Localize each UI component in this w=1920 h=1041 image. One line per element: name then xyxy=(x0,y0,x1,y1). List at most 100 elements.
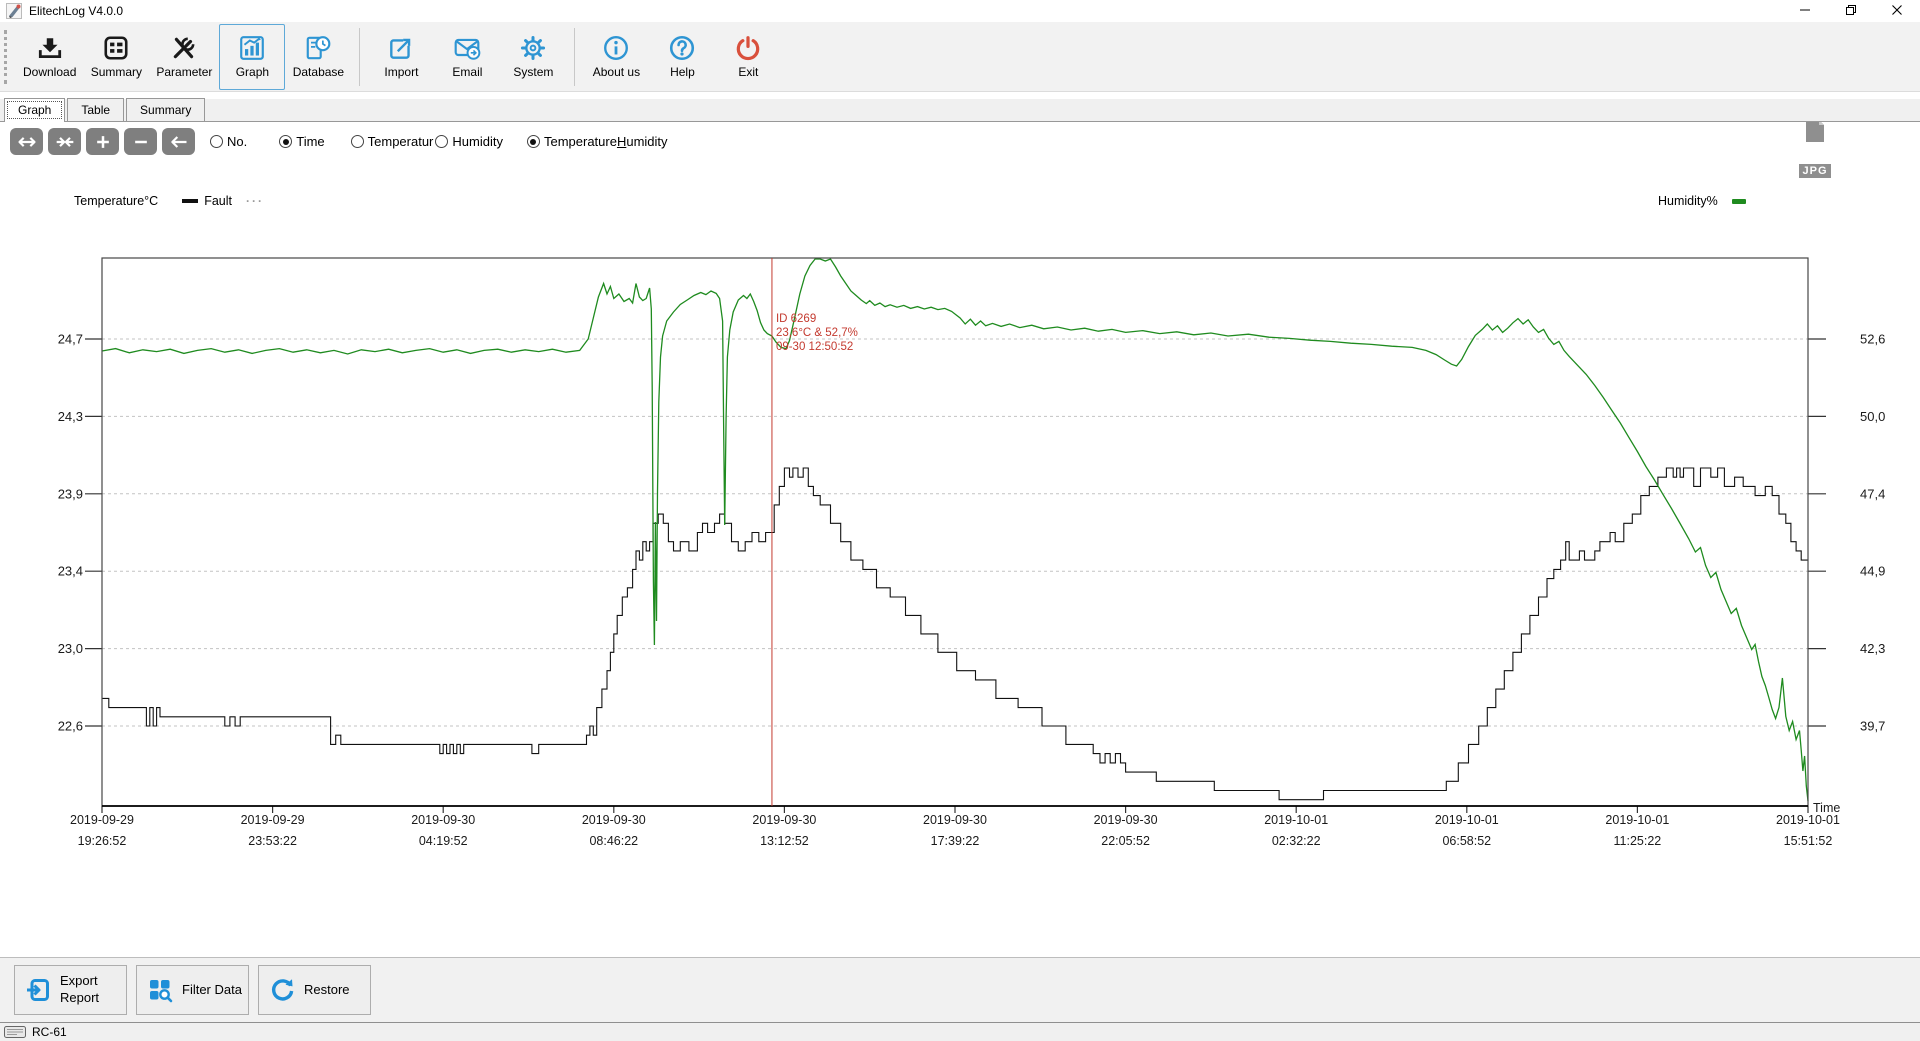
jpg-label: JPG xyxy=(1799,164,1830,178)
close-button[interactable] xyxy=(1874,0,1920,22)
app-logo-icon xyxy=(6,3,22,19)
zoom-horizontal-compress-button[interactable] xyxy=(48,128,81,155)
download-icon xyxy=(36,34,64,62)
arrow-left-icon xyxy=(169,132,189,152)
window-controls xyxy=(1782,0,1920,22)
graph-icon xyxy=(238,34,266,62)
toolbar-item-label: Email xyxy=(452,65,482,79)
legend-temperature-label: Temperature°C xyxy=(74,194,158,208)
toolbar-separator xyxy=(359,28,360,86)
toolbar-separator xyxy=(574,28,575,86)
radio-humidity[interactable]: Humidity xyxy=(435,134,503,149)
radio-temperature[interactable]: Temperatur xyxy=(351,134,434,149)
tab-table[interactable]: Table xyxy=(67,98,124,121)
radio-circle-icon xyxy=(351,135,364,148)
toolbar-item-label: Summary xyxy=(91,65,142,79)
export-report-button[interactable]: Export Report xyxy=(14,965,127,1015)
h-expand-icon xyxy=(17,132,37,152)
import-icon xyxy=(387,34,415,62)
radio-label: Temperatur xyxy=(368,134,434,149)
database-icon xyxy=(304,34,332,62)
legend-humidity-label: Humidity% xyxy=(1658,194,1718,208)
radio-temperature-humidity[interactable]: Temperature Humidity xyxy=(527,134,668,149)
pan-left-button[interactable] xyxy=(162,128,195,155)
radio-circle-icon xyxy=(527,135,540,148)
toolbar-item-exit[interactable]: Exit xyxy=(715,24,781,90)
chart-controls-row: No. Time Temperatur Humidity Temperature Humi… xyxy=(10,128,668,155)
legend-humidity: Humidity% xyxy=(1658,194,1746,208)
toolbar-item-label: Import xyxy=(384,65,418,79)
toolbar-item-label: Help xyxy=(670,65,695,79)
minimize-button[interactable] xyxy=(1782,0,1828,22)
close-icon xyxy=(1891,4,1903,19)
toolbar-item-import[interactable]: Import xyxy=(368,24,434,90)
tab-graph[interactable]: Graph xyxy=(4,98,65,122)
filter-data-button[interactable]: Filter Data xyxy=(136,965,249,1015)
plus-icon xyxy=(93,132,113,152)
radio-time[interactable]: Time xyxy=(279,134,324,149)
tab-summary[interactable]: Summary xyxy=(126,98,205,121)
toolbar-item-database[interactable]: Database xyxy=(285,24,351,90)
zoom-horizontal-expand-button[interactable] xyxy=(10,128,43,155)
legend-temperature: Temperature°C Fault ··· xyxy=(74,194,264,208)
footer-button-label: Restore xyxy=(304,982,350,999)
radio-label: H xyxy=(617,134,626,149)
export-jpg-button[interactable]: JPG xyxy=(1794,119,1836,179)
restore-window-icon xyxy=(1845,4,1857,19)
export-report-icon xyxy=(25,977,51,1003)
exit-icon xyxy=(734,34,762,62)
parameter-icon xyxy=(170,34,198,62)
toolbar-drag-handle[interactable] xyxy=(4,30,7,84)
radio-label: Temperature xyxy=(544,134,617,149)
toolbar-item-summary[interactable]: Summary xyxy=(83,24,149,90)
fault-line-swatch xyxy=(182,199,198,203)
toolbar-item-label: Graph xyxy=(236,65,269,79)
restore-button[interactable]: Restore xyxy=(258,965,371,1015)
radio-label: umidity xyxy=(626,134,667,149)
zoom-in-button[interactable] xyxy=(86,128,119,155)
toolbar-item-help[interactable]: Help xyxy=(649,24,715,90)
radio-circle-icon xyxy=(210,135,223,148)
help-icon xyxy=(668,34,696,62)
window-title: ElitechLog V4.0.0 xyxy=(29,0,123,22)
summary-icon xyxy=(102,34,130,62)
restore-window-button[interactable] xyxy=(1828,0,1874,22)
email-icon xyxy=(453,34,481,62)
toolbar-item-label: Parameter xyxy=(156,65,212,79)
toolbar-item-label: Exit xyxy=(738,65,758,79)
toolbar-item-label: Database xyxy=(293,65,344,79)
toolbar-item-email[interactable]: Email xyxy=(434,24,500,90)
legend-more-icon[interactable]: ··· xyxy=(246,194,264,208)
radio-label: Humidity xyxy=(452,134,503,149)
footer-button-label: Filter Data xyxy=(182,982,242,999)
radio-circle-icon xyxy=(435,135,448,148)
footer-bar: Export Report Filter Data Restore xyxy=(0,957,1920,1022)
toolbar-item-label: About us xyxy=(593,65,640,79)
toolbar-item-about-us[interactable]: About us xyxy=(583,24,649,90)
connected-device-label: RC-61 xyxy=(32,1025,67,1039)
view-tabstrip: Graph Table Summary xyxy=(0,99,1920,122)
minimize-icon xyxy=(1799,4,1811,19)
zoom-out-button[interactable] xyxy=(124,128,157,155)
toolbar-item-download[interactable]: Download xyxy=(16,24,83,90)
radio-label: No. xyxy=(227,134,247,149)
toolbar-item-parameter[interactable]: Parameter xyxy=(149,24,219,90)
about-icon xyxy=(602,34,630,62)
humidity-line-swatch xyxy=(1732,199,1746,204)
toolbar-item-system[interactable]: System xyxy=(500,24,566,90)
footer-button-label: Export Report xyxy=(60,973,126,1007)
radio-no[interactable]: No. xyxy=(210,134,247,149)
device-icon xyxy=(4,1026,26,1038)
status-bar: RC-61 xyxy=(0,1022,1920,1041)
system-icon xyxy=(519,34,547,62)
radio-label: Time xyxy=(296,134,324,149)
filter-data-icon xyxy=(147,977,173,1003)
toolbar-item-graph[interactable]: Graph xyxy=(219,24,285,90)
toolbar-item-label: Download xyxy=(23,65,76,79)
title-bar: ElitechLog V4.0.0 xyxy=(0,0,1920,22)
minus-icon xyxy=(131,132,151,152)
main-toolbar: Download Summary Parameter Graph Database Imp… xyxy=(0,22,1920,92)
toolbar-item-label: System xyxy=(513,65,553,79)
h-compress-icon xyxy=(55,132,75,152)
graph-panel: No. Time Temperatur Humidity Temperature Humi… xyxy=(0,122,1920,957)
